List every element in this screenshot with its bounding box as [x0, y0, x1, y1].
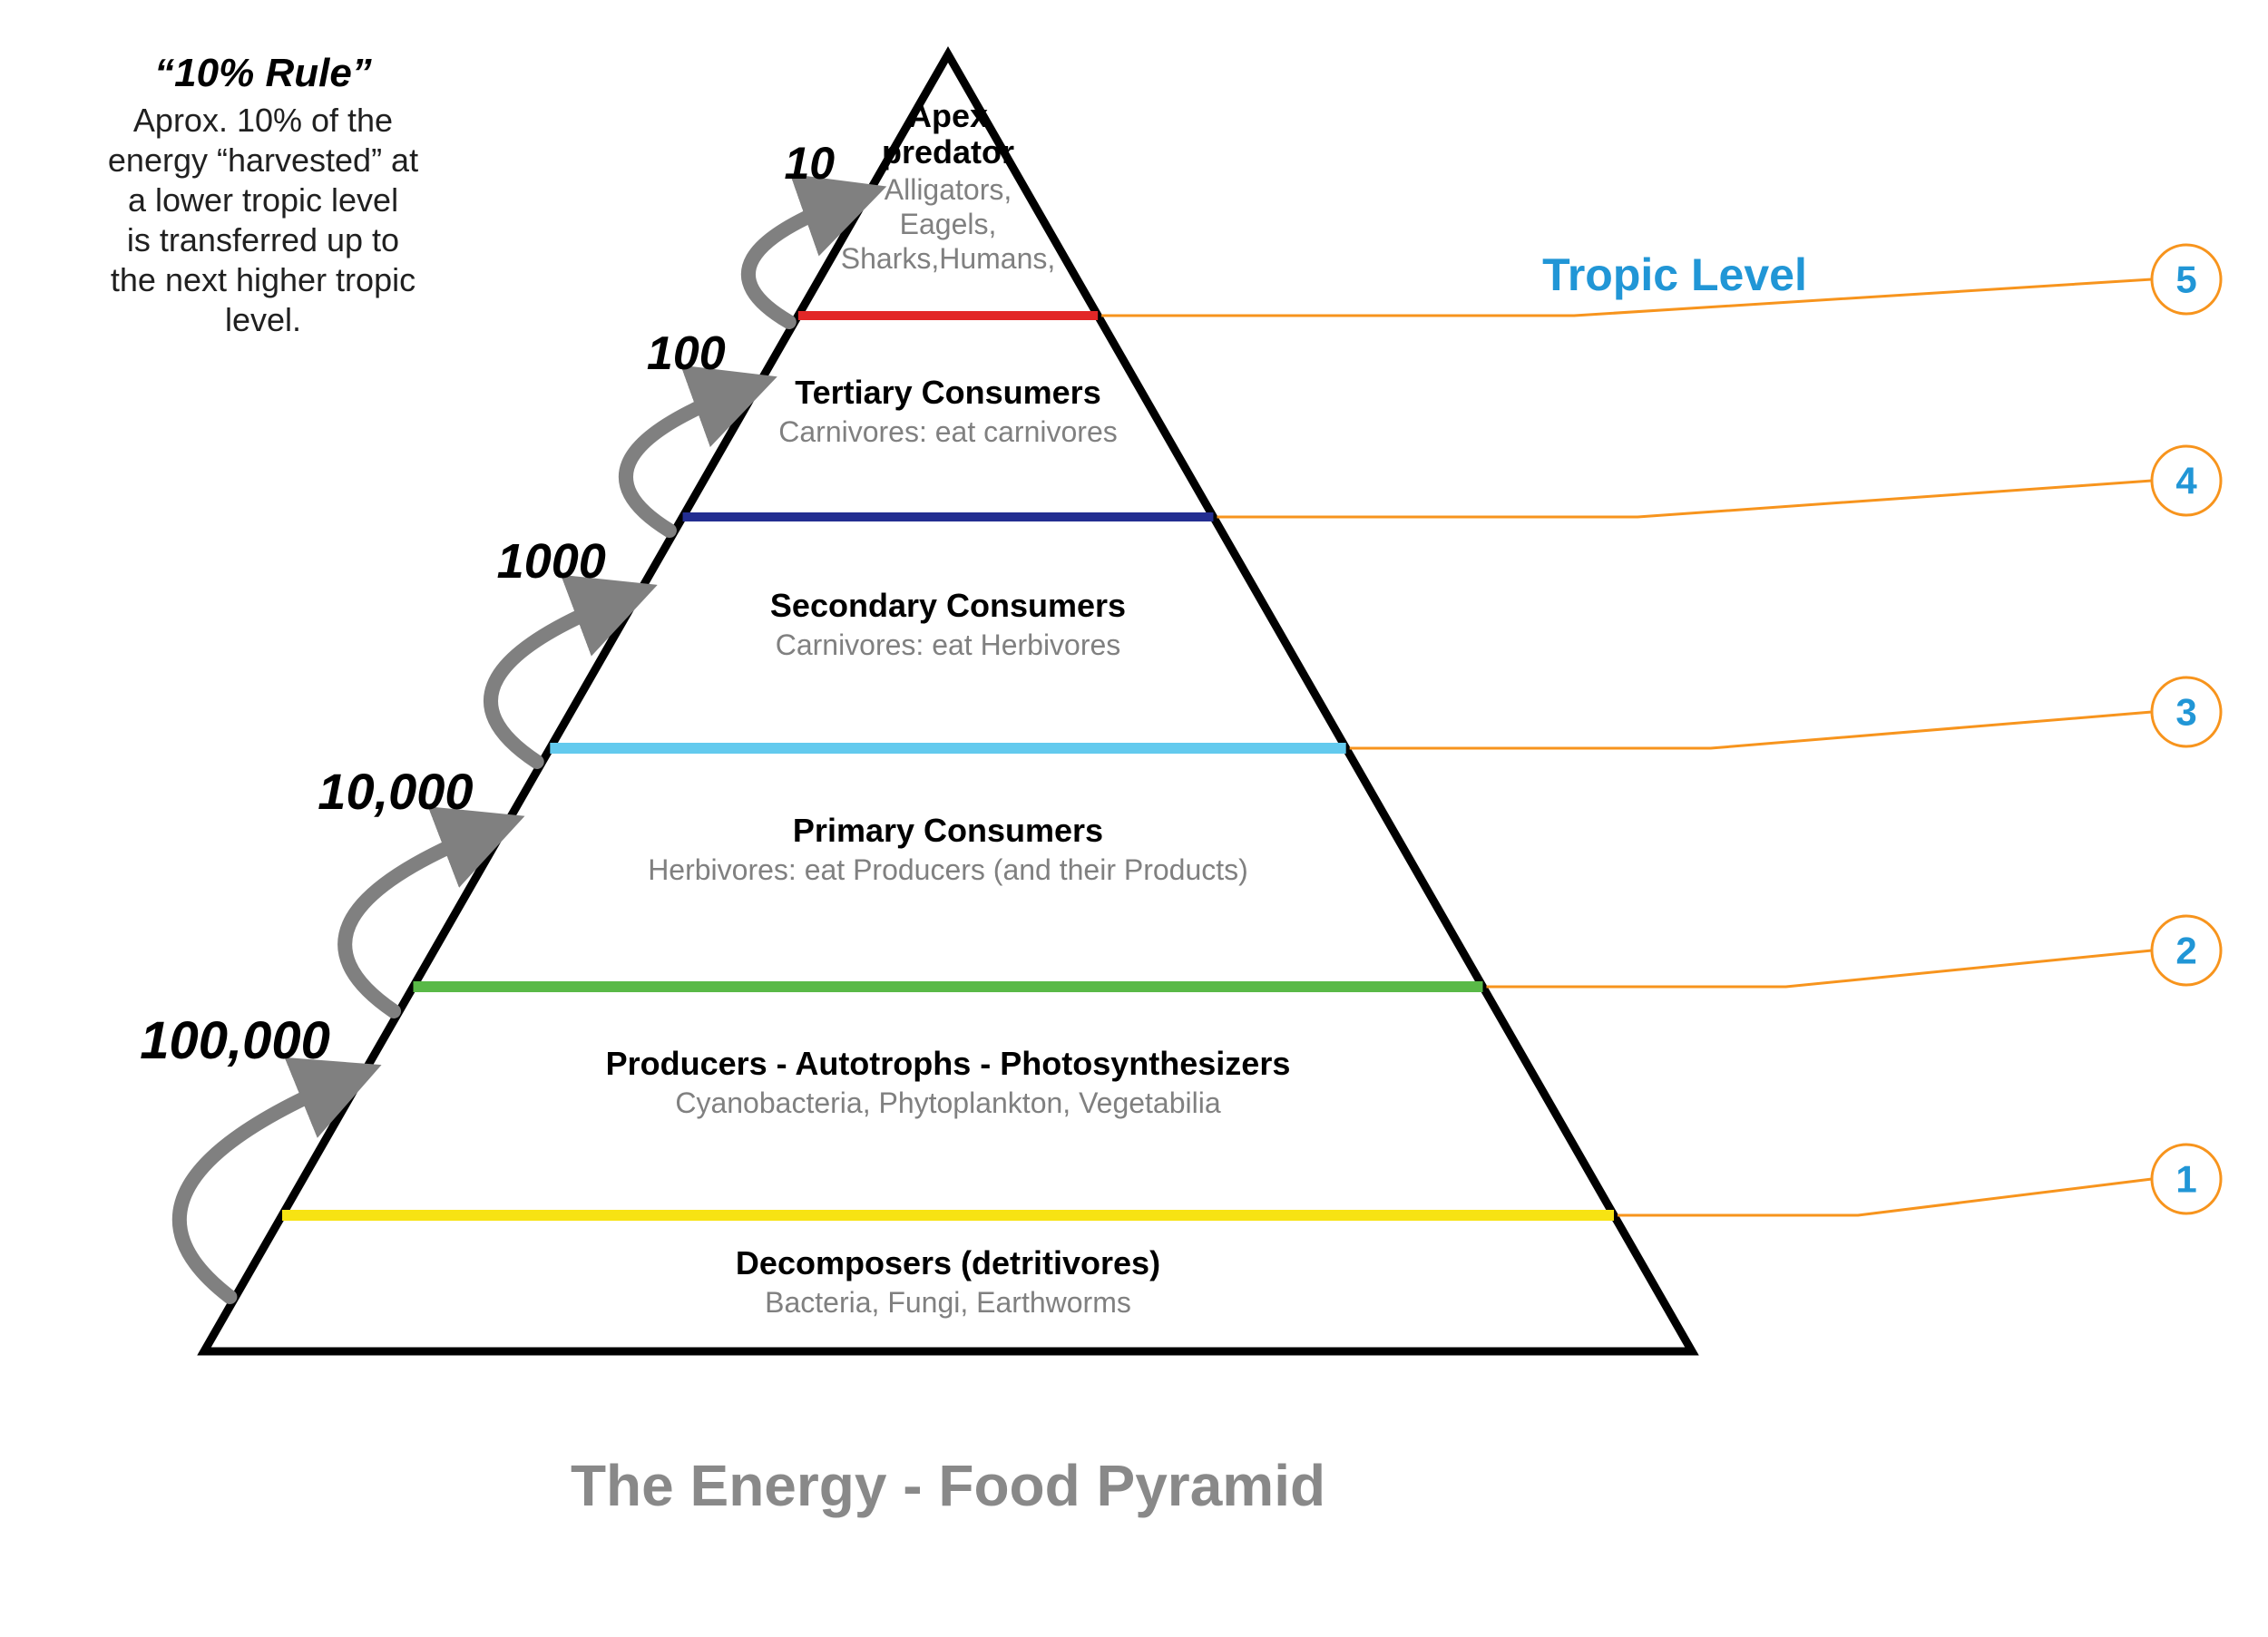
level-sub: Alligators,	[885, 173, 1012, 206]
energy-label-0: 10	[784, 138, 835, 189]
level-sub: Bacteria, Fungi, Earthworms	[765, 1286, 1131, 1319]
tropic-badge-num-2: 2	[2175, 930, 2196, 972]
level-sub3: Sharks,Humans,	[841, 242, 1056, 275]
level-title2: predator	[882, 133, 1014, 171]
rule-body-line: is transferred up to	[127, 221, 399, 258]
level-title: Decomposers (detritivores)	[736, 1244, 1160, 1281]
tropic-badge-num-5: 5	[2175, 258, 2196, 301]
tropic-badge-num-1: 1	[2175, 1158, 2196, 1201]
level-sub2: Eagels,	[900, 208, 997, 240]
tropic-badge-num-3: 3	[2175, 691, 2196, 734]
level-title: Producers - Autotrophs - Photosynthesize…	[606, 1045, 1291, 1082]
rule-body-line: level.	[225, 301, 301, 338]
footer-title: The Energy - Food Pyramid	[571, 1453, 1325, 1518]
level-title: Apex	[908, 97, 988, 134]
energy-label-4: 100,000	[140, 1011, 330, 1070]
level-sub: Cyanobacteria, Phytoplankton, Vegetabili…	[675, 1086, 1221, 1119]
energy-label-3: 10,000	[318, 763, 473, 820]
energy-label-2: 1000	[497, 534, 606, 589]
rule-body-line: energy “harvested” at	[108, 141, 418, 179]
level-sub: Carnivores: eat carnivores	[778, 415, 1117, 448]
level-sub: Herbivores: eat Producers (and their Pro…	[648, 853, 1248, 886]
level-title: Primary Consumers	[793, 812, 1103, 849]
rule-body-line: a lower tropic level	[128, 181, 398, 219]
rule-title: “10% Rule”	[154, 51, 372, 95]
tropic-badge-num-4: 4	[2175, 460, 2197, 502]
level-title: Secondary Consumers	[770, 587, 1126, 624]
level-sub: Carnivores: eat Herbivores	[776, 628, 1121, 661]
tropic-level-label: Tropic Level	[1542, 249, 1807, 300]
level-title: Tertiary Consumers	[795, 374, 1100, 411]
rule-body-line: the next higher tropic	[111, 261, 415, 298]
energy-label-1: 100	[647, 327, 726, 380]
rule-body-line: Aprox. 10% of the	[133, 102, 393, 139]
